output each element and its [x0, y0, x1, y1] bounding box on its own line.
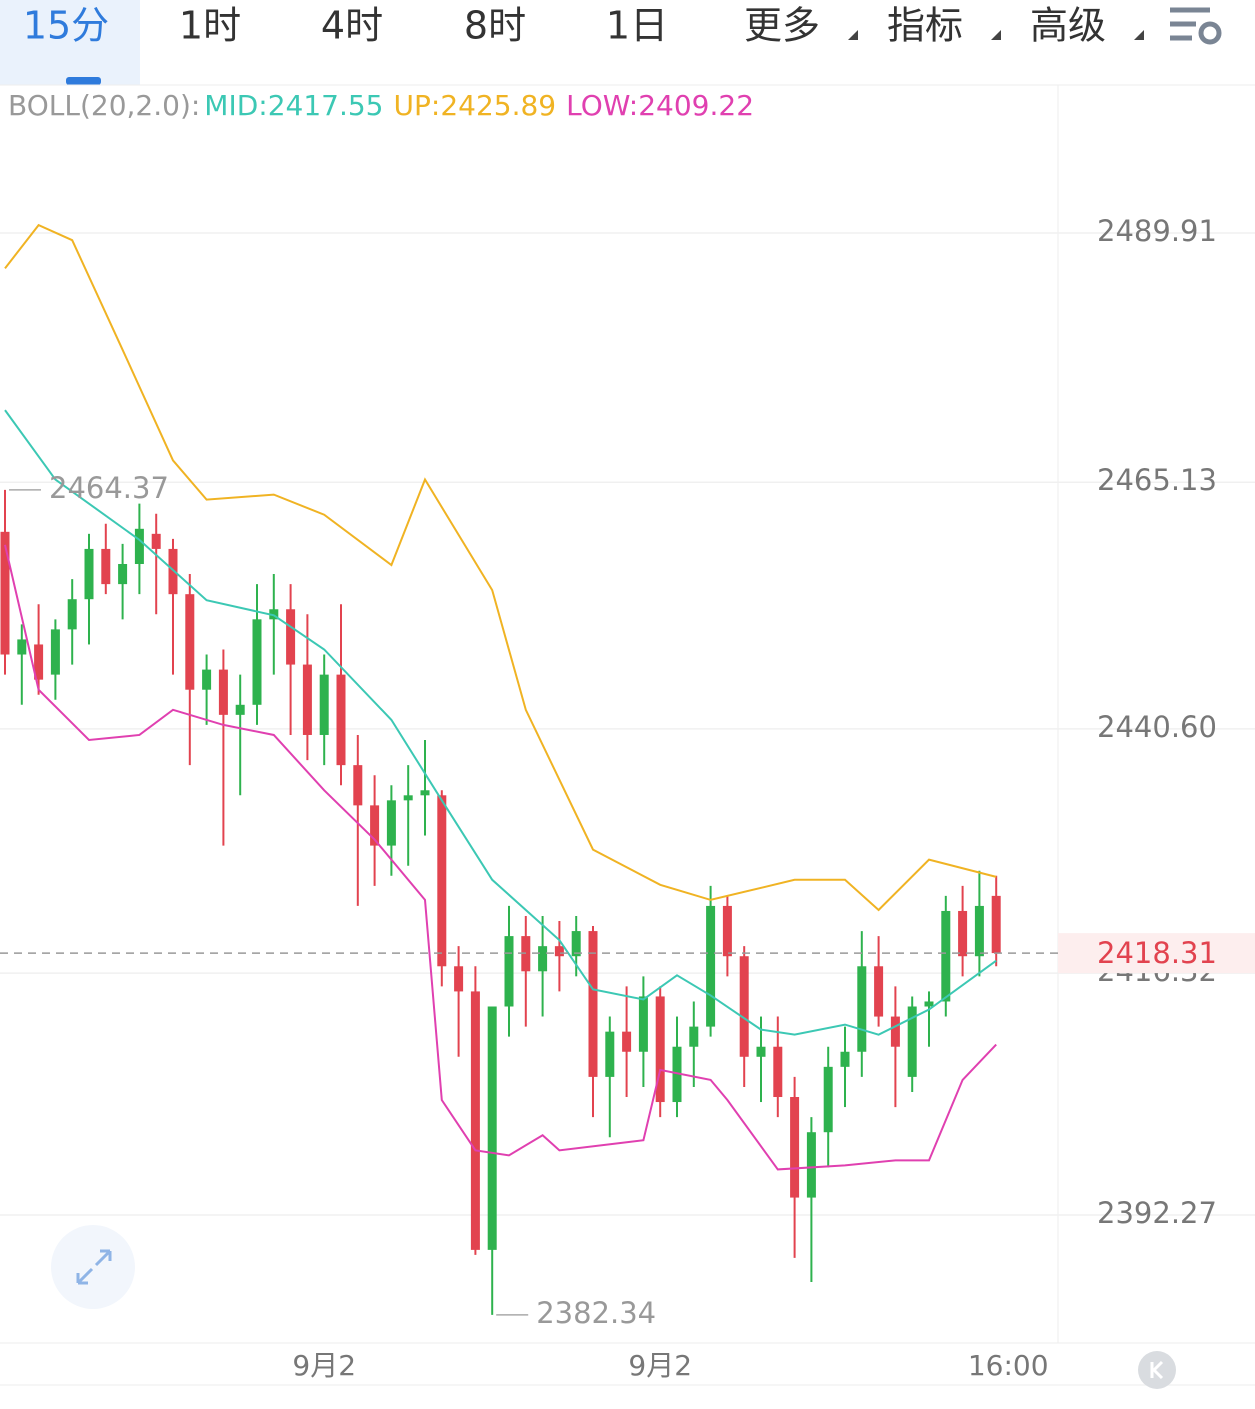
candle-body: [336, 674, 346, 766]
scroll-latest-button[interactable]: [1138, 1351, 1176, 1389]
candle-body: [454, 966, 464, 992]
candle-body: [958, 910, 968, 957]
candle-body: [991, 895, 1001, 954]
candle-body: [252, 619, 262, 705]
candle-body: [34, 644, 44, 680]
candle-body: [538, 946, 548, 972]
active-tab-bg: [0, 0, 140, 85]
candle-body: [17, 639, 27, 655]
candle-body: [286, 609, 296, 665]
candle-body: [353, 765, 363, 806]
candle-body: [840, 1051, 850, 1067]
candle-body: [386, 800, 396, 846]
y-tick-label: 2489.91: [1097, 214, 1217, 248]
candle-body: [622, 1031, 632, 1052]
last-price-box: [1058, 933, 1255, 974]
y-tick-label: 2440.60: [1097, 710, 1217, 744]
candle-body: [806, 1132, 816, 1198]
candle-body: [235, 704, 245, 715]
candle-body: [487, 1006, 497, 1250]
candle-body: [185, 594, 195, 690]
candle-body: [790, 1097, 800, 1198]
dropdown-caret: [848, 30, 858, 40]
candle-body: [554, 946, 564, 957]
candle-body: [588, 931, 598, 1077]
last-price-label: 2418.31: [1097, 936, 1217, 970]
legend-entry: UP:2425.89: [394, 89, 557, 122]
candle-body: [924, 1001, 934, 1007]
candle-body: [118, 564, 128, 585]
candle-body: [151, 533, 161, 549]
settings-icon[interactable]: [1170, 7, 1222, 45]
candle-body: [168, 548, 178, 595]
candle-body: [974, 905, 984, 957]
candle-body: [50, 629, 60, 675]
tab[interactable]: 更多: [744, 4, 820, 48]
candle-body: [101, 548, 111, 585]
candle-body: [403, 795, 413, 801]
tab[interactable]: 指标: [887, 4, 963, 48]
candle-body: [504, 936, 514, 1007]
candle-body: [722, 905, 732, 957]
expand-button[interactable]: [51, 1225, 135, 1309]
dropdown-caret: [1134, 30, 1144, 40]
active-tab-indicator: [66, 77, 101, 85]
tab[interactable]: 高级: [1030, 4, 1106, 48]
candle-body: [706, 905, 716, 1027]
candle-body: [907, 1006, 917, 1077]
candle-body: [218, 669, 228, 715]
candle-body: [672, 1046, 682, 1103]
candle-body: [437, 795, 447, 967]
candle-body: [470, 991, 480, 1250]
x-tick-label: 9月2: [628, 1349, 692, 1382]
y-tick-label: 2465.13: [1097, 463, 1217, 497]
candle-body: [571, 931, 581, 957]
tab[interactable]: 4时: [321, 4, 383, 48]
candle-body: [0, 531, 10, 655]
candle-body: [202, 669, 212, 690]
candle-body: [823, 1066, 833, 1133]
tab[interactable]: 8时: [464, 4, 526, 48]
indicator-name: BOLL(20,2.0):: [8, 89, 200, 122]
candle-body: [638, 996, 648, 1052]
candle-body: [370, 805, 380, 846]
candle-body: [134, 528, 144, 565]
candle-body: [773, 1046, 783, 1098]
annotation: 2464.37: [49, 471, 169, 505]
candle-body: [84, 548, 94, 600]
legend-entry: LOW:2409.22: [566, 89, 754, 122]
candle-body: [857, 966, 867, 1052]
annotation: 2382.34: [536, 1296, 656, 1330]
x-tick-label: 9月2: [292, 1349, 356, 1382]
x-tick-label: 16:00: [968, 1349, 1049, 1382]
candle-body: [319, 674, 329, 735]
candle-body: [756, 1046, 766, 1057]
candle-body: [689, 1026, 699, 1047]
band-line: [4, 544, 997, 1171]
tab[interactable]: 1日: [606, 4, 668, 48]
candle-body: [890, 1016, 900, 1047]
candle-body: [655, 996, 665, 1103]
candle-body: [941, 910, 951, 1002]
indicator-legend: BOLL(20,2.0): MID:2417.55 UP:2425.89 LOW:24…: [8, 89, 754, 122]
candle-body: [739, 956, 749, 1057]
band-line: [4, 409, 997, 1036]
tab[interactable]: 1时: [179, 4, 241, 48]
y-tick-label: 2392.27: [1097, 1196, 1217, 1230]
candle-body: [67, 599, 77, 630]
candle-body: [302, 664, 312, 735]
band-line: [4, 223, 997, 912]
candle-body: [420, 790, 430, 796]
tab[interactable]: 15分: [23, 4, 109, 48]
dropdown-caret: [991, 30, 1001, 40]
candle-body: [605, 1031, 615, 1077]
legend-entry: MID:2417.55: [204, 89, 383, 122]
candle-body: [874, 966, 884, 1017]
